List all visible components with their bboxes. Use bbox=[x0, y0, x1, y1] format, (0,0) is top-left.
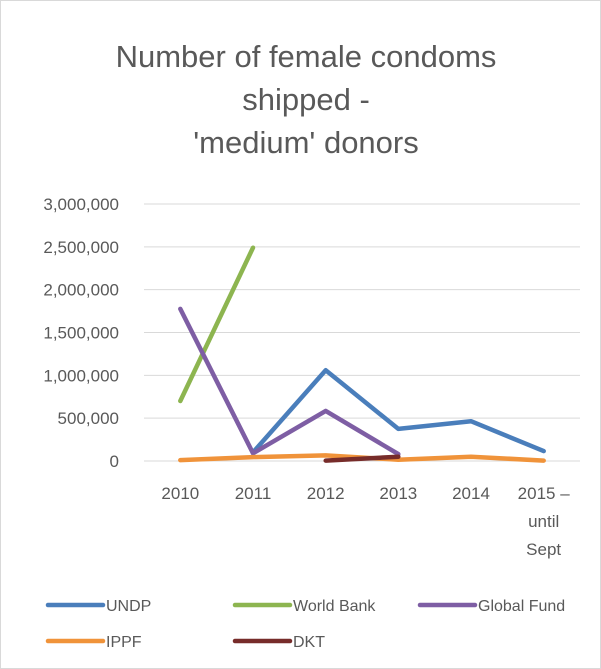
x-tick-label: 2015 – bbox=[518, 484, 571, 503]
series-line-dkt bbox=[323, 454, 401, 463]
chart-title-line-3: 'medium' donors bbox=[193, 125, 419, 160]
y-axis: 0 500,000 1,000,000 1,500,000 2,000,000 2,500… bbox=[43, 195, 119, 471]
chart-title-line-1: Number of female condoms bbox=[116, 39, 497, 74]
y-tick-label: 2,500,000 bbox=[43, 238, 119, 257]
y-tick-label: 1,500,000 bbox=[43, 324, 119, 343]
series-lines bbox=[178, 245, 546, 463]
x-tick-label: 2014 bbox=[452, 484, 490, 503]
y-tick-label: 2,000,000 bbox=[43, 281, 119, 300]
legend-label-global-fund: Global Fund bbox=[478, 598, 565, 615]
y-tick-label: 1,000,000 bbox=[43, 366, 119, 385]
series-line-undp bbox=[250, 367, 546, 455]
x-tick-label: 2013 bbox=[379, 484, 417, 503]
gridlines bbox=[144, 203, 580, 462]
x-tick-label: Sept bbox=[526, 540, 561, 559]
legend-label-undp: UNDP bbox=[106, 598, 151, 615]
series-line-global-fund bbox=[178, 306, 401, 457]
x-tick-label: 2010 bbox=[161, 484, 199, 503]
y-tick-label: 3,000,000 bbox=[43, 195, 119, 214]
chart-title-line-2: shipped - bbox=[242, 82, 370, 117]
series-line-world-bank bbox=[178, 245, 256, 404]
legend-label-ippf: IPPF bbox=[106, 634, 142, 651]
legend-label-world-bank: World Bank bbox=[293, 598, 376, 615]
x-tick-label: 2012 bbox=[307, 484, 345, 503]
y-tick-label: 500,000 bbox=[58, 409, 119, 428]
x-axis: 2010 2011 2012 2013 2014 2015 – until Sept bbox=[161, 484, 570, 559]
x-tick-label: 2011 bbox=[235, 484, 272, 503]
x-tick-label: until bbox=[528, 512, 559, 531]
legend-label-dkt: DKT bbox=[293, 634, 325, 651]
legend: UNDP World Bank Global Fund IPPF DKT bbox=[45, 598, 565, 651]
y-tick-label: 0 bbox=[110, 452, 119, 471]
